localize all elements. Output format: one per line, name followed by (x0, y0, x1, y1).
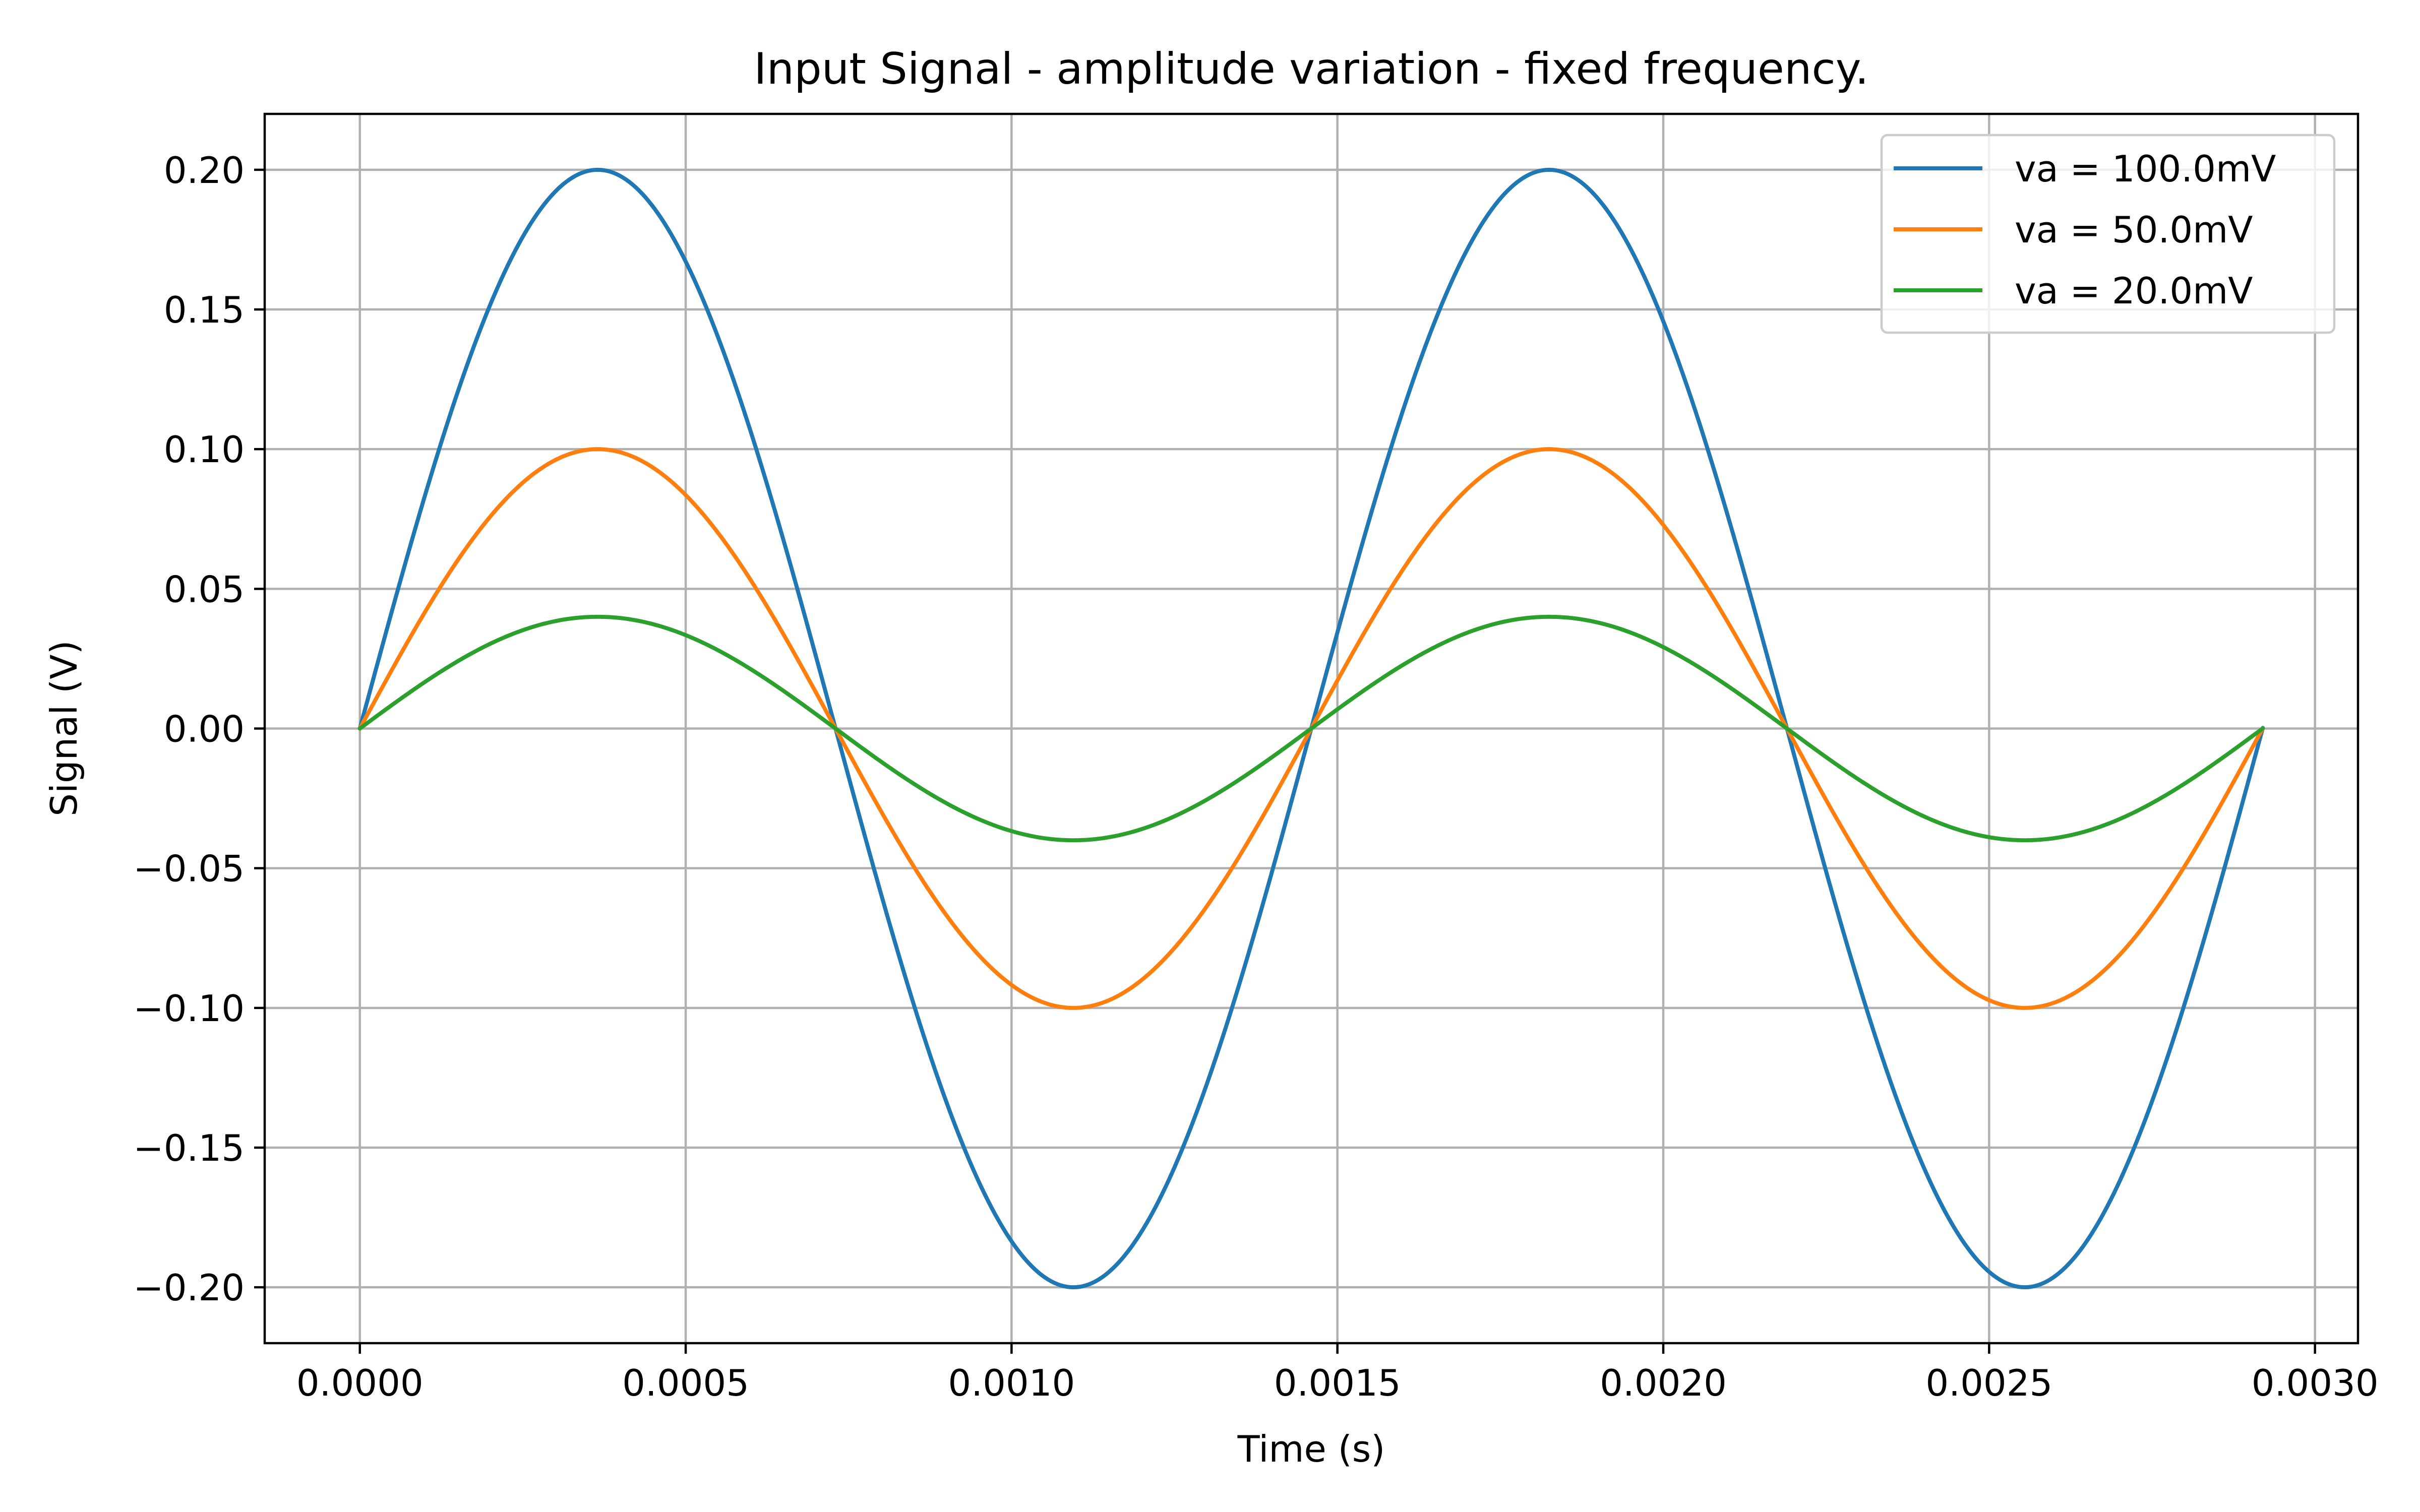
y-tick-label: 0.20 (164, 149, 245, 192)
x-tick-label: 0.0020 (1600, 1362, 1727, 1404)
legend-box (1880, 134, 2336, 334)
y-tick-label: −0.10 (133, 987, 245, 1030)
y-tick-label: 0.15 (164, 289, 245, 331)
series-line-3 (357, 614, 2265, 843)
x-axis-label: Time (s) (1237, 1428, 1385, 1470)
legend: va = 100.0mV va = 50.0mV va = 20.0mV (1880, 134, 2336, 334)
chart-title: Input Signal - amplitude variation - fix… (754, 44, 1868, 94)
series-lines (357, 167, 2265, 1290)
y-tick-label: −0.15 (133, 1127, 245, 1169)
axis-ticks (254, 168, 2316, 1354)
y-tick-label: 0.10 (164, 428, 245, 471)
y-tick-label: −0.20 (133, 1267, 245, 1309)
x-tick-label: 0.0010 (948, 1362, 1075, 1404)
legend-entry-label: va = 50.0mV (2015, 209, 2253, 251)
x-tick-label: 0.0005 (622, 1362, 749, 1404)
x-tick-label: 0.0030 (2252, 1362, 2379, 1404)
y-tick-label: −0.05 (133, 848, 245, 890)
x-tick-label: 0.0015 (1274, 1362, 1401, 1404)
x-tick-label: 0.0025 (1925, 1362, 2052, 1404)
y-tick-label: 0.00 (164, 708, 245, 750)
legend-entry-label: va = 20.0mV (2015, 270, 2253, 312)
y-axis-label: Signal (V) (43, 640, 85, 816)
legend-entry-label: va = 100.0mV (2015, 148, 2276, 190)
y-tick-label: 0.05 (164, 568, 245, 610)
x-tick-label: 0.0000 (296, 1362, 424, 1404)
